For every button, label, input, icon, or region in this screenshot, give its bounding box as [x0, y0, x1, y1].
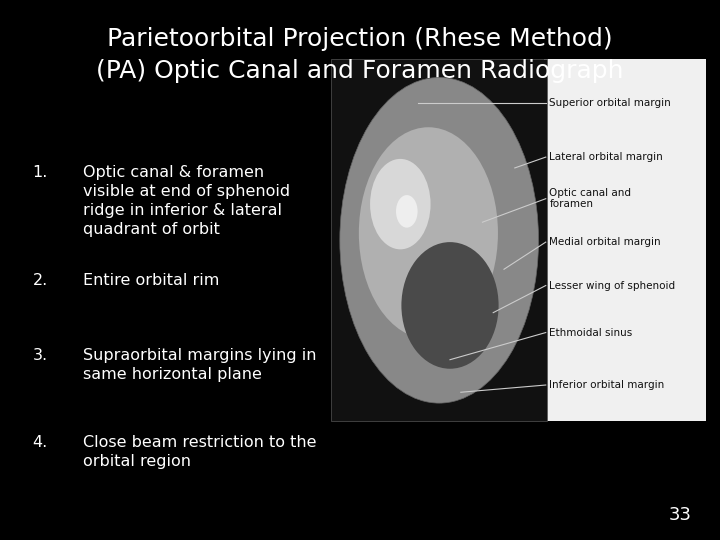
Text: Inferior orbital margin: Inferior orbital margin	[549, 380, 665, 390]
Text: Medial orbital margin: Medial orbital margin	[549, 237, 661, 247]
Ellipse shape	[396, 195, 418, 228]
Text: Optic canal and
foramen: Optic canal and foramen	[549, 188, 631, 210]
Text: 1.: 1.	[32, 165, 48, 180]
Text: Parietoorbital Projection (Rhese Method)
(PA) Optic Canal and Foramen Radiograph: Parietoorbital Projection (Rhese Method)…	[96, 27, 624, 83]
Text: Supraorbital margins lying in
same horizontal plane: Supraorbital margins lying in same horiz…	[83, 348, 316, 382]
Ellipse shape	[340, 77, 539, 403]
Bar	[331, 59, 547, 421]
Text: Lateral orbital margin: Lateral orbital margin	[549, 152, 663, 162]
Text: 2.: 2.	[32, 273, 48, 288]
Text: 33: 33	[668, 506, 691, 524]
Text: Ethmoidal sinus: Ethmoidal sinus	[549, 328, 633, 338]
Bar	[544, 59, 706, 421]
Text: 3.: 3.	[32, 348, 48, 363]
Text: Superior orbital margin: Superior orbital margin	[549, 98, 671, 108]
Text: Entire orbital rim: Entire orbital rim	[83, 273, 219, 288]
Ellipse shape	[359, 127, 498, 339]
Ellipse shape	[370, 159, 431, 249]
Text: Lesser wing of sphenoid: Lesser wing of sphenoid	[549, 280, 675, 291]
Ellipse shape	[402, 242, 498, 369]
Text: Optic canal & foramen
visible at end of sphenoid
ridge in inferior & lateral
qua: Optic canal & foramen visible at end of …	[83, 165, 290, 237]
Text: 4.: 4.	[32, 435, 48, 450]
Text: Close beam restriction to the
orbital region: Close beam restriction to the orbital re…	[83, 435, 316, 469]
